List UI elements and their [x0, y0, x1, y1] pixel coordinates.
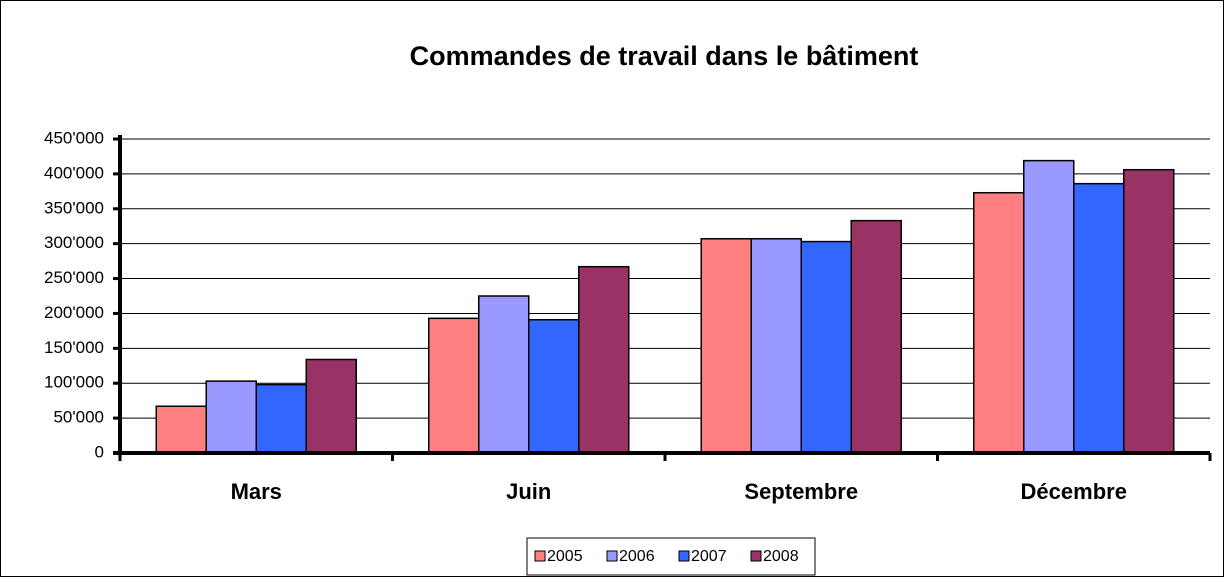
bar [428, 317, 480, 454]
y-tick-label: 350'000 [44, 198, 104, 217]
y-tick-label: 250'000 [44, 268, 104, 287]
y-tick-label: 0 [95, 442, 104, 461]
legend-swatch [678, 550, 690, 562]
y-tick-label: 300'000 [44, 233, 104, 252]
legend-box [526, 537, 816, 576]
bar [255, 383, 307, 454]
y-tick-label: 200'000 [44, 303, 104, 322]
bar [478, 295, 530, 454]
legend-label: 2005 [547, 548, 583, 565]
bar [750, 238, 802, 454]
legend-swatch [750, 550, 762, 562]
bar [578, 265, 630, 454]
x-tick-label: Décembre [1021, 479, 1127, 504]
bar [1023, 159, 1075, 454]
bar [205, 380, 257, 454]
legend-swatch [534, 550, 546, 562]
bar [528, 318, 580, 454]
chart-title: Commandes de travail dans le bâtiment [410, 41, 919, 71]
y-tick-label: 100'000 [44, 373, 104, 392]
x-tick-label: Septembre [744, 479, 858, 504]
bar [305, 358, 357, 454]
bar [1073, 182, 1125, 454]
bar [973, 191, 1025, 454]
bar [800, 240, 852, 454]
bar [850, 219, 902, 454]
y-tick-label: 50'000 [53, 408, 104, 427]
legend-label: 2008 [763, 548, 799, 565]
x-tick-label: Juin [506, 479, 551, 504]
bar [1123, 168, 1175, 454]
legend-swatch [606, 550, 618, 562]
y-tick-label: 400'000 [44, 163, 104, 182]
y-tick-label: 150'000 [44, 338, 104, 357]
y-tick-label: 450'000 [44, 128, 104, 147]
bar [155, 405, 207, 454]
bar [700, 238, 752, 454]
x-tick-label: Mars [231, 479, 282, 504]
legend-label: 2007 [691, 548, 727, 565]
legend-label: 2006 [619, 548, 655, 565]
